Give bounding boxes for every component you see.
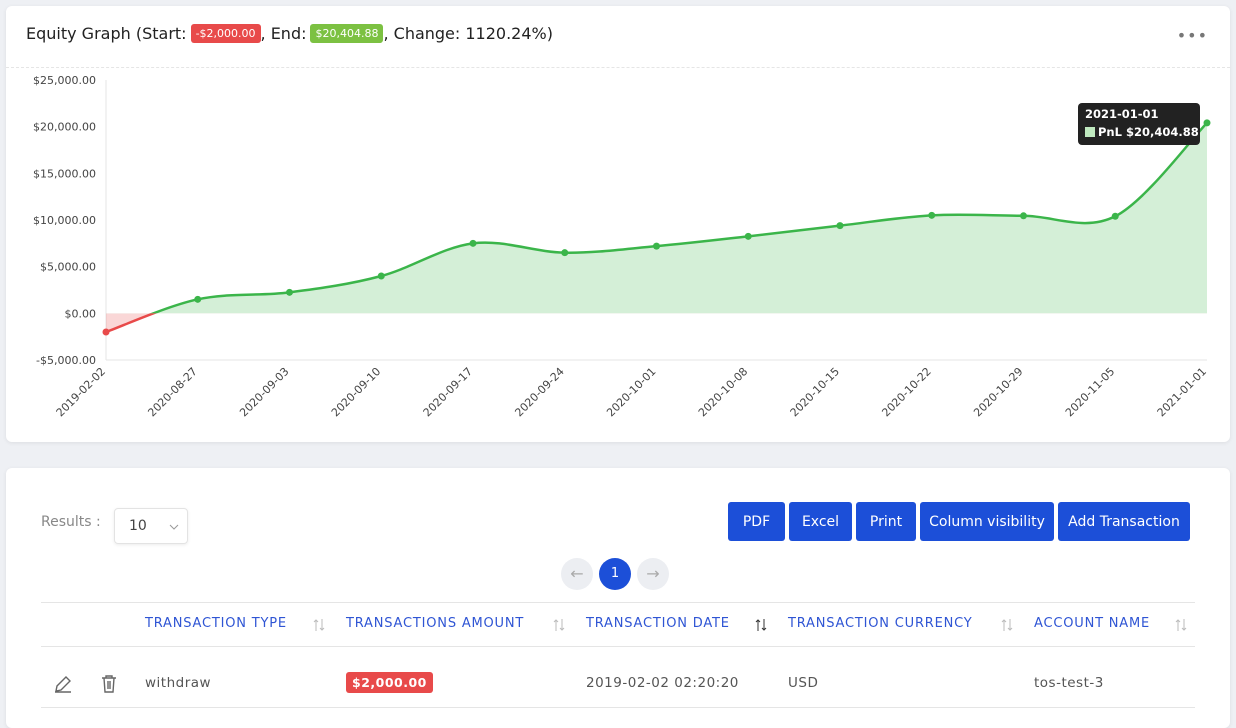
x-tick-label: 2020-10-22 [879, 365, 933, 419]
x-tick-label: 2020-10-29 [971, 365, 1025, 419]
title-text: , Change: 1120.24%) [383, 24, 553, 43]
tooltip-swatch [1085, 127, 1095, 137]
button[interactable]: Add Transaction [1058, 502, 1190, 541]
sort-icon[interactable] [1001, 618, 1013, 632]
point [377, 272, 385, 280]
point [928, 211, 936, 219]
tooltip: 2021-01-01 PnL $20,404.88 [1078, 103, 1200, 145]
point [653, 242, 660, 250]
x-tick-label: 2020-10-08 [696, 365, 750, 419]
column-header[interactable]: TRANSACTION CURRENCY [788, 616, 973, 631]
page-size-select[interactable]: 10 [114, 508, 188, 544]
column-header[interactable]: TRANSACTION DATE [586, 616, 730, 631]
page: Equity Graph (Start: -$2,000.00 , End: $… [6, 6, 1230, 728]
point [561, 249, 569, 257]
point [744, 232, 752, 240]
column-header[interactable]: ACCOUNT NAME [1034, 616, 1151, 631]
title-text: Equity Graph (Start: [26, 24, 187, 43]
table-card: Results : 10 PDF Excel Print Column visibil… [6, 468, 1230, 728]
y-tick-label: $0.00 [65, 307, 97, 320]
y-tick-label: -$5,000.00 [36, 354, 96, 367]
y-tick-label: $25,000.00 [33, 74, 96, 87]
area [106, 122, 1207, 314]
x-tick-label: 2020-08-27 [145, 365, 199, 419]
tooltip-text: PnL $20,404.88 [1098, 125, 1199, 139]
x-tick-label: 2020-09-17 [421, 365, 475, 419]
edit-icon[interactable] [53, 674, 73, 694]
column-header[interactable]: TRANSACTION TYPE [145, 616, 287, 631]
x-tick-label: 2020-10-01 [604, 365, 658, 419]
x-tick-label: 2020-09-10 [329, 365, 383, 419]
sort-icon[interactable] [1175, 618, 1187, 632]
divider [6, 67, 1230, 68]
table-rule [41, 646, 1195, 647]
x-tick-label: 2020-09-24 [512, 365, 566, 419]
x-tick-label: 2019-02-02 [54, 365, 108, 419]
sort-icon[interactable] [313, 618, 325, 632]
cell: withdraw [145, 675, 212, 691]
start-badge: -$2,000.00 [190, 24, 261, 43]
next-page[interactable]: → [637, 558, 669, 590]
x-tick-label: 2020-09-03 [237, 365, 291, 419]
chart: -$5,000.00 $0.00 $5,000.00 $10,000.00 $15,00… [33, 74, 1211, 419]
y-tick-label: $10,000.00 [33, 214, 96, 227]
column-header[interactable]: TRANSACTIONS AMOUNT [346, 616, 525, 631]
title-text: , End: [260, 24, 307, 43]
menu-button[interactable]: ••• [1176, 26, 1208, 45]
table-rule [41, 707, 1195, 708]
point [1203, 119, 1211, 127]
card-title: Equity Graph (Start: -$2,000.00 , End: $… [26, 24, 553, 43]
table-rule [41, 602, 1195, 603]
cell: tos-test-3 [1034, 675, 1104, 691]
y-tick-label: $5,000.00 [40, 261, 96, 274]
x-tick-label: 2021-01-01 [1155, 365, 1209, 419]
y-tick-label: $20,000.00 [33, 121, 96, 134]
tooltip-box [1078, 103, 1200, 145]
cell: $2,000.00 [346, 672, 433, 693]
point [102, 328, 110, 336]
cell: USD [788, 675, 819, 691]
button[interactable]: PDF [728, 502, 785, 541]
sort-icon[interactable] [553, 618, 565, 632]
button[interactable]: Print [856, 502, 916, 541]
x-tick-label: 2020-11-05 [1063, 365, 1117, 419]
button[interactable]: Excel [789, 502, 852, 541]
chevron [169, 524, 179, 530]
sort-icon[interactable] [755, 618, 767, 632]
point [1111, 212, 1119, 220]
tooltip-title: 2021-01-01 [1085, 107, 1159, 121]
button[interactable]: Column visibility [920, 502, 1054, 541]
page-button[interactable]: 1 [599, 558, 631, 590]
point [1020, 212, 1027, 220]
cell: 2019-02-02 02:20:20 [586, 675, 739, 691]
results-label: Results : [41, 514, 101, 530]
point [469, 239, 477, 247]
equity-card: Equity Graph (Start: -$2,000.00 , End: $… [6, 6, 1230, 442]
y-tick-label: $15,000.00 [33, 167, 96, 180]
delete-icon[interactable] [99, 674, 119, 694]
point [836, 222, 844, 230]
prev-page[interactable]: ← [561, 558, 593, 590]
page-size: 10 [129, 518, 147, 534]
point [286, 288, 293, 296]
point [194, 295, 202, 303]
x-tick-label: 2020-10-15 [788, 365, 842, 419]
end-badge: $20,404.88 [310, 24, 384, 43]
